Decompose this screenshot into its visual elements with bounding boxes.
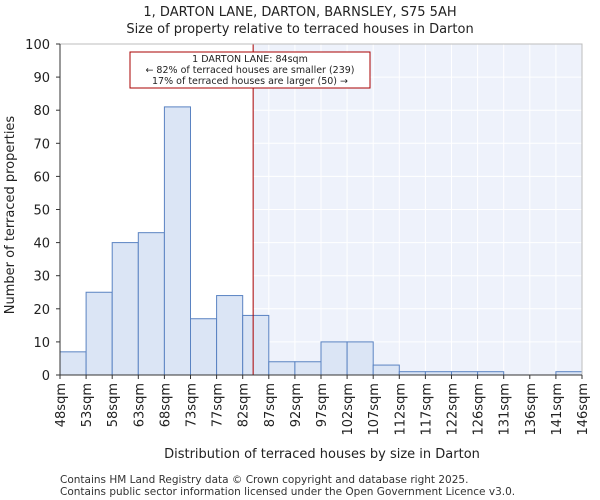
x-axis-label: Distribution of terraced houses by size … bbox=[164, 447, 480, 462]
x-tick-label: 122sqm bbox=[446, 383, 461, 436]
x-tick-label: 77sqm bbox=[211, 383, 226, 427]
y-tick-label: 90 bbox=[33, 71, 50, 86]
annotation-frame bbox=[129, 51, 371, 89]
x-tick-label: 141sqm bbox=[550, 383, 565, 436]
x-tick-label: 102sqm bbox=[341, 383, 356, 436]
bar-82sqm bbox=[242, 314, 270, 376]
y-axis-label: Number of terraced properties bbox=[3, 116, 18, 315]
bar-53sqm bbox=[85, 291, 113, 376]
x-tick-label: 117sqm bbox=[419, 383, 434, 436]
x-tick-label: 112sqm bbox=[393, 383, 408, 436]
x-tick-label: 48sqm bbox=[54, 383, 69, 427]
y-tick-label: 30 bbox=[33, 270, 50, 285]
annotation-box: 1 DARTON LANE: 84sqm ← 82% of terraced h… bbox=[129, 51, 371, 89]
x-tick-label: 146sqm bbox=[576, 383, 591, 436]
bar-77sqm bbox=[216, 295, 244, 376]
x-tick-label: 131sqm bbox=[498, 383, 513, 436]
y-tick-label: 60 bbox=[33, 170, 50, 185]
y-tick-label: 20 bbox=[33, 303, 50, 318]
y-tick-label: 0 bbox=[42, 369, 50, 384]
x-tick-label: 126sqm bbox=[472, 383, 487, 436]
footer-line-2: Contains public sector information licen… bbox=[60, 486, 515, 498]
chart-title-line-2: Size of property relative to terraced ho… bbox=[126, 22, 473, 37]
bar-48sqm bbox=[59, 351, 87, 376]
annotation-line-2: ← 82% of terraced houses are smaller (23… bbox=[145, 65, 354, 76]
x-tick-label: 68sqm bbox=[158, 383, 173, 427]
x-tick-label: 87sqm bbox=[263, 383, 278, 427]
y-tick-label: 70 bbox=[33, 137, 50, 152]
x-tick-label: 136sqm bbox=[524, 383, 539, 436]
bar-68sqm bbox=[163, 106, 191, 376]
annotation-line-1: 1 DARTON LANE: 84sqm bbox=[192, 54, 308, 65]
x-tick-label: 73sqm bbox=[185, 383, 200, 427]
bar-58sqm bbox=[111, 242, 139, 376]
bar-102sqm bbox=[346, 341, 374, 376]
x-tick-label: 82sqm bbox=[237, 383, 252, 427]
y-tick-label: 50 bbox=[33, 204, 50, 219]
bar-73sqm bbox=[190, 318, 218, 376]
y-tick-labels: 0 10 20 30 40 50 60 70 80 90 100 bbox=[25, 38, 60, 384]
bar-97sqm bbox=[320, 341, 348, 376]
y-tick-label: 100 bbox=[25, 38, 50, 53]
x-tick-label: 97sqm bbox=[315, 383, 330, 427]
y-tick-label: 80 bbox=[33, 104, 50, 119]
x-tick-label: 63sqm bbox=[132, 383, 147, 427]
x-tick-label: 53sqm bbox=[80, 383, 95, 427]
x-tick-label: 92sqm bbox=[289, 383, 304, 427]
bar-107sqm bbox=[372, 364, 400, 376]
annotation-line-3: 17% of terraced houses are larger (50) → bbox=[152, 76, 348, 87]
y-tick-label: 40 bbox=[33, 237, 50, 252]
bar-63sqm bbox=[137, 232, 165, 376]
footer-line-1: Contains HM Land Registry data © Crown c… bbox=[60, 474, 468, 486]
x-tick-label: 58sqm bbox=[106, 383, 121, 427]
bar-87sqm bbox=[268, 361, 296, 376]
bar-92sqm bbox=[294, 361, 322, 376]
x-tick-label: 107sqm bbox=[367, 383, 382, 436]
chart-title-line-1: 1, DARTON LANE, DARTON, BARNSLEY, S75 5A… bbox=[143, 5, 456, 20]
bars bbox=[59, 106, 583, 376]
x-tick-labels: 48sqm 53sqm 58sqm 63sqm 68sqm 73sqm 77sqm 82sqm… bbox=[54, 375, 591, 436]
y-tick-label: 10 bbox=[33, 336, 50, 351]
